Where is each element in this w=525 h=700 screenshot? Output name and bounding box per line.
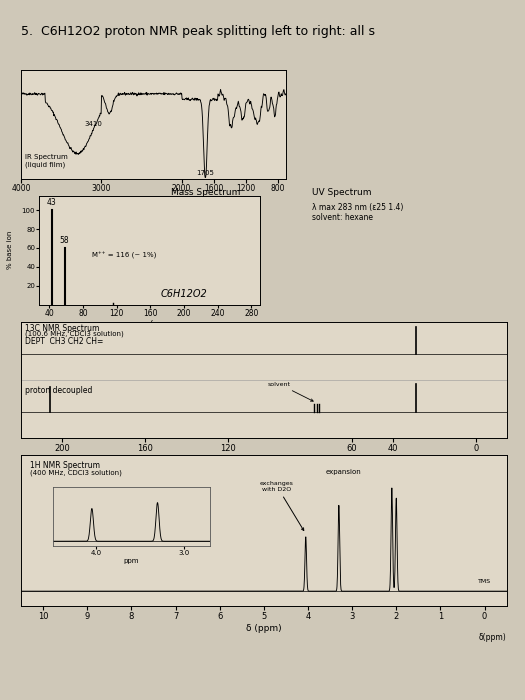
X-axis label: m/e: m/e — [142, 319, 157, 328]
Text: 3410: 3410 — [85, 121, 102, 127]
Text: M⁺⁺ = 116 (~ 1%): M⁺⁺ = 116 (~ 1%) — [91, 251, 156, 259]
Text: IR Spectrum
(liquid film): IR Spectrum (liquid film) — [25, 155, 68, 168]
Text: 5.  C6H12O2 proton NMR peak splitting left to right: all s: 5. C6H12O2 proton NMR peak splitting lef… — [21, 25, 375, 38]
Text: Mass Spectrum: Mass Spectrum — [171, 188, 240, 197]
Text: δ(ppm): δ(ppm) — [479, 634, 507, 643]
Y-axis label: % base ion: % base ion — [7, 231, 13, 270]
Text: solvent: solvent — [268, 382, 313, 401]
Text: TMS: TMS — [478, 579, 491, 584]
Text: expansion: expansion — [326, 468, 361, 475]
X-axis label: ppm: ppm — [123, 558, 139, 564]
Text: (100.6 MHz, CDCl3 solution): (100.6 MHz, CDCl3 solution) — [25, 330, 124, 337]
Text: UV Spectrum: UV Spectrum — [312, 188, 372, 197]
Text: 1H NMR Spectrum: 1H NMR Spectrum — [30, 461, 100, 470]
Text: exchanges
with D2O: exchanges with D2O — [260, 481, 304, 531]
Text: λ max 283 nm (ε25 1.4): λ max 283 nm (ε25 1.4) — [312, 203, 404, 212]
Text: 13C NMR Spectrum: 13C NMR Spectrum — [25, 324, 100, 333]
Text: 1705: 1705 — [196, 170, 214, 176]
Text: (400 MHz, CDCl3 solution): (400 MHz, CDCl3 solution) — [30, 469, 122, 476]
Text: C6H12O2: C6H12O2 — [161, 289, 207, 299]
X-axis label: δ (ppm): δ (ppm) — [246, 456, 281, 466]
Text: 58: 58 — [60, 236, 69, 245]
Text: DEPT  CH3 CH2 CH=: DEPT CH3 CH2 CH= — [25, 337, 103, 346]
Text: proton decoupled: proton decoupled — [25, 386, 92, 395]
X-axis label: V (cm⁻¹): V (cm⁻¹) — [136, 196, 171, 205]
X-axis label: δ (ppm): δ (ppm) — [246, 624, 281, 634]
Text: 43: 43 — [47, 198, 57, 207]
Text: solvent: hexane: solvent: hexane — [312, 214, 373, 223]
